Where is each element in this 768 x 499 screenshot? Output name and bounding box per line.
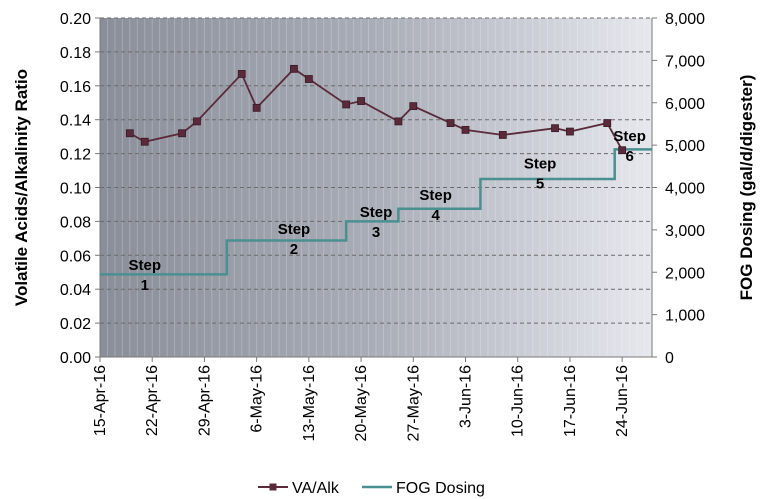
step-annotation: Step 5: [524, 155, 557, 192]
right-tick-label: 1,000: [665, 308, 705, 325]
legend-fog-dosing-label: FOG Dosing: [396, 480, 485, 497]
x-tick-label: 24-Jun-16: [614, 365, 631, 437]
step-annotation: Step 6: [613, 128, 646, 165]
va-alk-point: [357, 97, 365, 105]
right-axis-ticks: 0 1,000 2,000 3,000 4,000 5,000 6,000 7,000 8,00…: [652, 11, 705, 367]
left-tick-label: 0.10: [60, 181, 91, 198]
va-alk-point: [603, 119, 612, 127]
right-tick-label: 4,000: [665, 181, 705, 198]
step-annotation: Step 3: [360, 204, 393, 241]
fog-dosing-line: [100, 148, 652, 276]
x-tick-label: 17-Jun-16: [562, 365, 579, 437]
x-axis-ticks: 15-Apr-16 22-Apr-16 29-Apr-16 6-May-16 13-Ma…: [92, 357, 631, 441]
va-alk-point: [140, 137, 149, 146]
gridlines: [100, 17, 652, 324]
x-tick-label: 29-Apr-16: [196, 365, 213, 436]
step-annotation: Step 4: [419, 187, 452, 224]
va-alk-point: [304, 75, 313, 83]
plot-vertical-stripes: [106, 18, 646, 357]
right-tick-label: 6,000: [665, 96, 705, 113]
va-alk-point: [178, 129, 186, 138]
x-tick-label: 27-May-16: [405, 365, 422, 442]
va-alk-point: [125, 129, 134, 138]
left-tick-label: 0.06: [60, 248, 91, 265]
va-alk-point: [342, 100, 351, 109]
left-tick-label: 0.20: [60, 11, 91, 28]
legend-va-alk-marker: [269, 483, 277, 491]
left-tick-label: 0.14: [60, 113, 91, 130]
va-alk-point: [237, 70, 246, 78]
step-annotation: Step 2: [278, 221, 311, 258]
left-tick-label: 0.04: [60, 282, 91, 299]
right-tick-label: 0: [665, 350, 674, 367]
va-alk-point: [290, 64, 298, 73]
va-alk-point: [566, 127, 574, 136]
left-tick-label: 0.16: [60, 79, 91, 96]
legend: VA/Alk FOG Dosing: [258, 480, 485, 497]
x-tick-label: 22-Apr-16: [144, 365, 161, 436]
right-tick-label: 3,000: [665, 223, 705, 240]
va-alk-point: [461, 125, 470, 134]
left-tick-label: 0.12: [60, 147, 91, 164]
right-axis-title: FOG Dosing (gal/d/digester): [737, 75, 756, 301]
right-tick-label: 5,000: [665, 138, 705, 155]
right-tick-label: 2,000: [665, 265, 705, 282]
x-tick-label: 10-Jun-16: [510, 365, 527, 437]
legend-va-alk-label: VA/Alk: [292, 480, 340, 497]
va-alk-point: [551, 124, 559, 133]
va-alk-point: [394, 117, 403, 126]
left-tick-label: 0.08: [60, 214, 91, 231]
left-tick-label: 0.00: [60, 350, 91, 367]
left-tick-label: 0.18: [60, 45, 91, 62]
step-annotation: Step 1: [128, 257, 161, 294]
x-tick-label: 6-May-16: [249, 365, 266, 433]
va-alk-point: [498, 131, 507, 139]
fog-dosing-series: [100, 148, 652, 276]
step-annotations: Step 1 Step 2 Step 3 Step 4 Step 5 Step 6: [128, 128, 645, 294]
va-alk-point: [446, 119, 455, 127]
va-alk-point: [409, 102, 418, 111]
x-tick-label: 20-May-16: [353, 365, 370, 442]
left-axis-ticks: 0.00 0.02 0.04 0.06 0.08 0.10 0.12 0.14 0.16 0.18…: [60, 11, 100, 367]
va-alk-series: [125, 64, 627, 155]
left-axis-title: Volatile Acids/Alkalinity Ratio: [12, 69, 31, 306]
right-tick-label: 8,000: [665, 11, 705, 28]
va-alk-point: [193, 117, 201, 126]
x-tick-label: 13-May-16: [301, 365, 318, 442]
va-alk-point: [618, 146, 627, 155]
right-tick-label: 7,000: [665, 53, 705, 70]
va-alk-point: [252, 103, 261, 112]
x-tick-label: 3-Jun-16: [458, 365, 475, 428]
x-tick-label: 15-Apr-16: [92, 365, 109, 436]
left-tick-label: 0.02: [60, 316, 91, 333]
